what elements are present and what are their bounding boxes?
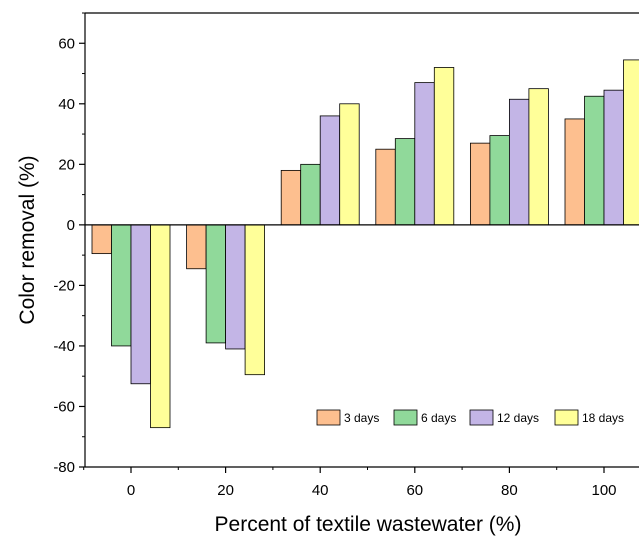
- y-tick-label: -80: [53, 459, 75, 476]
- legend-label: 18 days: [582, 411, 624, 425]
- x-tick-label: 60: [406, 482, 423, 499]
- x-tick-label: 20: [217, 482, 234, 499]
- bar: [394, 138, 416, 226]
- axes: [84, 12, 639, 468]
- x-axis-title: Percent of textile wastewater (%): [215, 513, 522, 536]
- y-ticks: -80 -60 -40 -20 0 20 40 60: [53, 12, 85, 476]
- legend-swatch: [554, 409, 579, 426]
- bar: [433, 67, 455, 226]
- y-tick-label: 20: [58, 156, 75, 173]
- x-tick-label: 80: [501, 482, 518, 499]
- bar: [489, 135, 510, 226]
- legend-label: 3 days: [344, 411, 379, 425]
- y-tick-label: 60: [58, 35, 75, 52]
- y-tick-label: 0: [67, 217, 75, 234]
- bar: [564, 118, 585, 226]
- bar: [91, 224, 112, 255]
- bar: [508, 98, 530, 226]
- legend-swatch: [469, 409, 494, 426]
- y-tick-label: 40: [58, 96, 75, 113]
- bar: [300, 163, 321, 226]
- y-axis-title: Color removal (%): [16, 155, 39, 324]
- y-tick-label: -60: [53, 398, 75, 415]
- bar: [469, 142, 491, 226]
- bars-group: [91, 59, 639, 429]
- legend-label: 12 days: [497, 411, 539, 425]
- bar: [623, 59, 639, 226]
- bar: [225, 224, 246, 350]
- y-tick-label: -40: [53, 338, 75, 355]
- bar: [584, 95, 605, 226]
- bar: [603, 89, 624, 226]
- bar: [205, 224, 227, 344]
- legend: 3 days 6 days 12 days 18 days: [316, 409, 624, 426]
- legend-swatch: [393, 409, 418, 426]
- x-tick-label: 100: [591, 482, 616, 499]
- legend-swatch: [316, 409, 341, 426]
- bar: [186, 224, 207, 270]
- x-ticks: 0 20 40 60 80 100: [83, 467, 617, 499]
- y-tick-label: -20: [53, 277, 75, 294]
- x-tick-label: 0: [127, 482, 135, 499]
- bar: [150, 224, 171, 429]
- bar: [375, 148, 396, 226]
- bar: [130, 224, 151, 385]
- bar: [111, 224, 132, 347]
- bar: [280, 169, 302, 226]
- bar: [528, 88, 549, 226]
- legend-label: 6 days: [421, 411, 456, 425]
- x-tick-label: 40: [312, 482, 329, 499]
- bar: [414, 82, 435, 226]
- bar: [244, 224, 266, 376]
- bar: [339, 103, 360, 226]
- bar: [319, 115, 341, 226]
